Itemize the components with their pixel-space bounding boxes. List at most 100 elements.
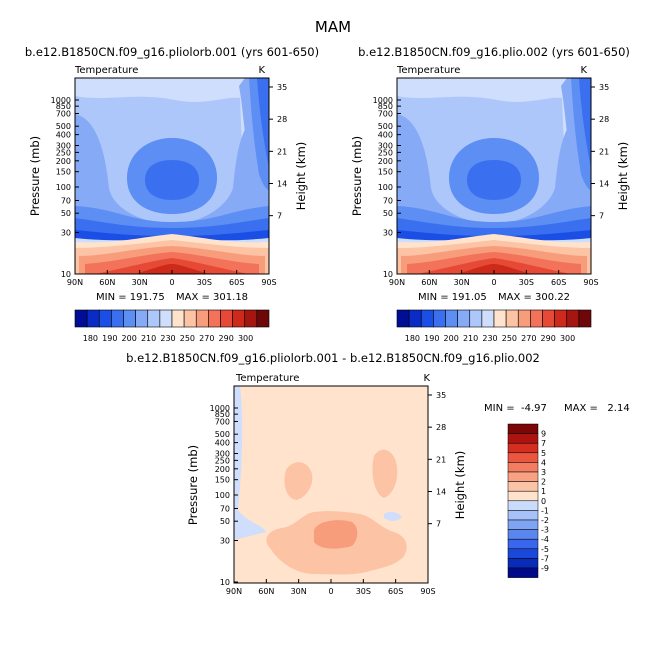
ytick-right-label: 35 (277, 83, 287, 92)
panel-b-contour-band-14 (457, 264, 531, 274)
colorbar-box (195, 309, 209, 328)
colorbar-box (469, 309, 483, 328)
colorbar-label: -4 (541, 535, 549, 544)
ytick-label: 30 (220, 536, 230, 545)
colorbar-box (507, 529, 539, 540)
diff-positive-core (314, 520, 358, 549)
ytick-label: 850 (378, 102, 393, 111)
panel-b-subtitle-right: K (580, 65, 587, 76)
colorbar-box (578, 309, 592, 328)
colorbar-label: 250 (180, 334, 195, 343)
colorbar-label: 0 (541, 497, 546, 506)
colorbar-label: 230 (482, 334, 497, 343)
colorbar-box (135, 309, 149, 328)
colorbar-label: 270 (521, 334, 536, 343)
colorbar-label: 7 (541, 439, 546, 448)
colorbar-box (507, 567, 539, 578)
panel-b-yticks-right: 35 28 21 14 7 (591, 83, 609, 221)
xtick-label: 30N (132, 278, 148, 287)
xtick-label: 60N (258, 587, 274, 596)
colorbar-box (396, 309, 410, 328)
ytick-label: 50 (383, 209, 393, 218)
colorbar-label: 290 (219, 334, 234, 343)
colorbar-box (530, 309, 543, 328)
colorbar-box (507, 442, 539, 454)
ytick-label: 1000 (51, 96, 71, 105)
ytick-label: 10 (220, 578, 230, 587)
xtick-label: 30N (454, 278, 470, 287)
panel-a-title: b.e12.B1850CN.f09_g16.pliolorb.001 (yrs … (25, 45, 319, 59)
colorbar-box (507, 538, 539, 550)
panel-b-title: b.e12.B1850CN.f09_g16.plio.002 (yrs 601-… (358, 45, 630, 59)
colorbar-label: 2 (541, 478, 546, 487)
ytick-label: 1000 (373, 96, 393, 105)
panel-a-subtitle-left: Temperature (74, 65, 138, 76)
panel-a-contour-band-17 (257, 78, 269, 168)
colorbar-box (554, 309, 568, 328)
colorbar-box (445, 309, 458, 328)
xtick-label: 60S (229, 278, 244, 287)
colorbar-label: 5 (541, 449, 546, 458)
panel-b-contour-band-17 (579, 78, 591, 168)
colorbar-label: 230 (160, 334, 175, 343)
panel-c-contour-field (234, 386, 428, 583)
xtick-label: 0 (491, 278, 496, 287)
ytick-label: 850 (56, 102, 71, 111)
panel-b-ylabel: Pressure (mb) (350, 136, 364, 216)
xtick-label: 90S (583, 278, 598, 287)
colorbar-label: 210 (141, 334, 156, 343)
colorbar-box (507, 481, 539, 492)
xtick-label: 90N (389, 278, 405, 287)
xtick-label: 60S (551, 278, 566, 287)
panel-c-subtitle-right: K (423, 373, 430, 384)
ytick-label: 70 (383, 196, 393, 205)
panel-a-ylabel: Pressure (mb) (28, 136, 42, 216)
xtick-label: 30S (197, 278, 212, 287)
ytick-label: 70 (220, 504, 230, 513)
xtick-label: 0 (328, 587, 333, 596)
colorbar-box (408, 309, 422, 328)
colorbar-box (111, 309, 124, 328)
ytick-label: 500 (378, 122, 393, 131)
colorbar-label: -3 (541, 526, 549, 535)
colorbar-label: 9 (541, 430, 546, 439)
panel-a-contour-band-5 (145, 160, 199, 200)
ytick-label: 150 (56, 168, 71, 177)
colorbar-label: 300 (238, 334, 253, 343)
xtick-label: 90S (261, 278, 276, 287)
colorbar-box (147, 309, 161, 328)
panel-a-yticks-right: 35 28 21 14 7 (269, 83, 287, 221)
diff-positive-blob-left (284, 462, 313, 500)
colorbar-box (542, 309, 555, 328)
ytick-label: 50 (61, 209, 71, 218)
colorbar-box (98, 309, 112, 328)
colorbar-label: 190 (424, 334, 439, 343)
panel-a-max-label: MAX = 301.18 (176, 292, 248, 303)
panel-c-subtitle-left: Temperature (235, 373, 299, 384)
ytick-label: 500 (56, 122, 71, 131)
ytick-label: 300 (56, 141, 71, 150)
panel-a-subtitle-right: K (258, 65, 265, 76)
colorbar-box (507, 510, 539, 521)
colorbar-box (420, 309, 434, 328)
ytick-label: 10 (61, 270, 71, 279)
colorbar-label: 300 (560, 334, 575, 343)
colorbar-box (566, 309, 580, 328)
colorbar-box (507, 471, 539, 482)
panel-a-fill (75, 78, 269, 274)
ytick-right-label: 21 (599, 147, 609, 156)
colorbar-label: 200 (444, 334, 459, 343)
xtick-label: 60N (421, 278, 437, 287)
panel-c-ylabel-right: Height (km) (453, 451, 467, 520)
panel-a-ylabel-right: Height (km) (294, 142, 308, 211)
ytick-label: 150 (378, 168, 393, 177)
colorbar-label: -1 (541, 506, 549, 515)
colorbar-label: 290 (541, 334, 556, 343)
panel-b-contour-field (397, 78, 591, 274)
panel-b-min-label: MIN = 191.05 (418, 292, 487, 303)
panel-b-ylabel-right: Height (km) (616, 142, 630, 211)
ytick-label: 100 (56, 183, 71, 192)
colorbar-box (183, 309, 197, 328)
